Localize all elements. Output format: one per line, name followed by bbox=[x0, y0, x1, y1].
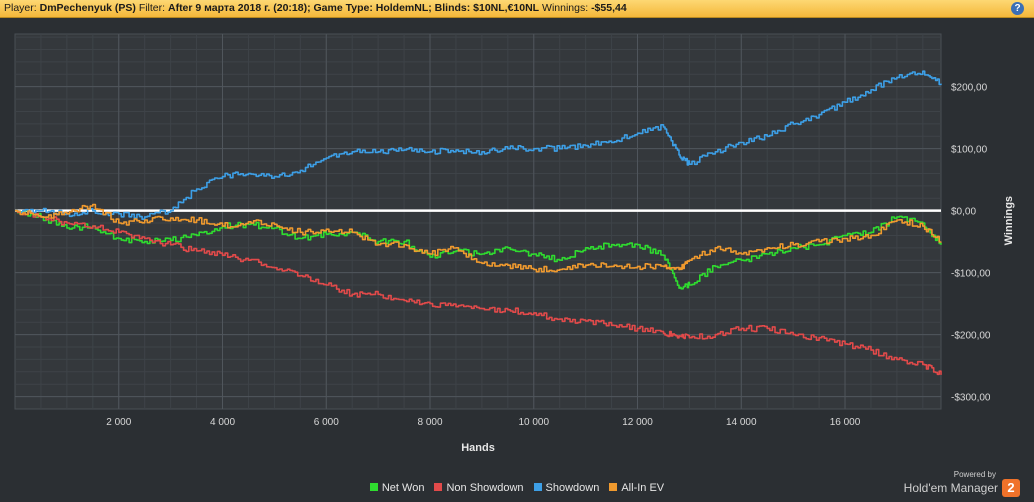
help-icon[interactable]: ? bbox=[1011, 2, 1024, 15]
winnings-label: Winnings: bbox=[542, 2, 589, 14]
legend-item-net-won[interactable]: Net Won bbox=[369, 482, 425, 494]
legend-label: Net Won bbox=[381, 482, 425, 494]
legend-item-showdown[interactable]: Showdown bbox=[533, 482, 600, 494]
y-tick-label: -$100,00 bbox=[951, 269, 991, 280]
x-tick-label: 8 000 bbox=[417, 417, 442, 428]
legend-label: Showdown bbox=[545, 482, 600, 494]
y-tick-label: -$200,00 bbox=[951, 331, 991, 342]
chart-legend: Net Won Non Showdown Showdown All-In EV bbox=[0, 482, 1034, 494]
x-tick-label: 4 000 bbox=[210, 417, 235, 428]
x-tick-label: 2 000 bbox=[106, 417, 131, 428]
legend-swatch bbox=[533, 483, 542, 491]
winnings-value: -$55,44 bbox=[591, 2, 627, 14]
y-tick-label: -$300,00 bbox=[951, 393, 991, 404]
legend-swatch bbox=[369, 483, 378, 491]
x-tick-label: 16 000 bbox=[830, 417, 861, 428]
y-axis-label: Winnings bbox=[1003, 196, 1015, 245]
series-line-showdown bbox=[15, 70, 942, 220]
y-tick-label: $100,00 bbox=[951, 145, 988, 156]
plot-area bbox=[14, 33, 942, 410]
filter-value: After 9 марта 2018 г. (20:18); Game Type… bbox=[167, 2, 540, 14]
filter-bar: Player: DmPechenyuk (PS) Filter: After 9… bbox=[0, 0, 1034, 18]
series-line-non-showdown bbox=[15, 209, 942, 376]
legend-swatch bbox=[609, 483, 618, 491]
series-line-net-won bbox=[15, 209, 942, 290]
y-tick-label: $200,00 bbox=[951, 83, 988, 94]
player-name: DmPechenyuk (PS) bbox=[39, 2, 136, 14]
legend-label: All-In EV bbox=[621, 482, 665, 494]
x-tick-label: 12 000 bbox=[622, 417, 653, 428]
series-line-all-in-ev bbox=[15, 203, 942, 273]
player-label: Player: bbox=[4, 2, 37, 14]
legend-label: Non Showdown bbox=[446, 482, 524, 494]
x-tick-label: 6 000 bbox=[314, 417, 339, 428]
legend-item-all-in-ev[interactable]: All-In EV bbox=[609, 482, 664, 494]
x-tick-label: 10 000 bbox=[518, 417, 549, 428]
version-badge: 2 bbox=[1002, 479, 1020, 497]
x-tick-label: 14 000 bbox=[726, 417, 757, 428]
brand-logo: Powered by Hold'em Manager 2 bbox=[904, 470, 1020, 497]
product-name: Hold'em Manager bbox=[903, 481, 998, 495]
legend-swatch bbox=[434, 483, 443, 491]
y-tick-label: $0,00 bbox=[951, 207, 976, 218]
winnings-graph: 2 000 4 000 6 000 8 000 10 000 12 000 14 000 16… bbox=[14, 33, 1015, 454]
powered-by-text: Powered by bbox=[953, 470, 996, 479]
filter-label: Filter: bbox=[138, 2, 166, 14]
x-axis-label: Hands bbox=[461, 442, 495, 454]
legend-item-non-showdown[interactable]: Non Showdown bbox=[434, 482, 524, 494]
